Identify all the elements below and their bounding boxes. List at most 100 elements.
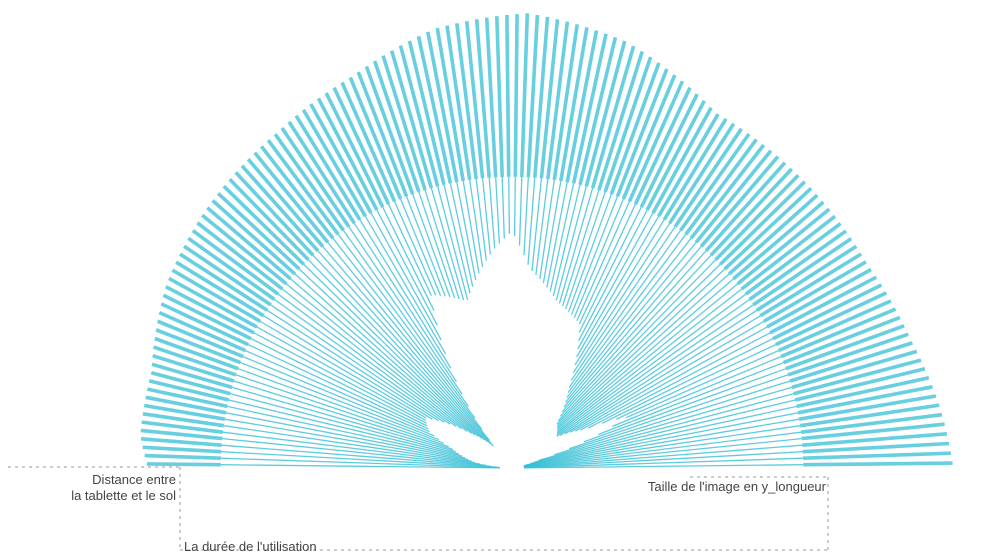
- bar-outer-7: [798, 394, 937, 421]
- label-duration: La durée de l'utilisation: [184, 539, 317, 554]
- bar-outer-22: [766, 267, 872, 329]
- bar-inner-45: [574, 219, 665, 366]
- bar-outer-62: [559, 26, 589, 182]
- bar-inner-34: [556, 263, 721, 425]
- bar-inner-75: [475, 178, 487, 261]
- bar-inner-101: [322, 246, 494, 447]
- bar-outer-3: [802, 432, 948, 447]
- bar-outer-51: [627, 80, 685, 203]
- bar-outer-16: [782, 315, 901, 365]
- bar-inner-11: [534, 393, 794, 463]
- bar-inner-128: [230, 393, 460, 455]
- bar-outer-52: [621, 74, 677, 200]
- bar-outer-78: [426, 31, 459, 183]
- bar-outer-97: [273, 133, 345, 232]
- bar-inner-43: [570, 226, 676, 381]
- bar-outer-112: [187, 236, 276, 301]
- bar-inner-90: [382, 206, 435, 311]
- bar-inner-19: [616, 344, 777, 420]
- bar-inner-66: [527, 177, 536, 265]
- bar-inner-61: [546, 181, 568, 288]
- bar-inner-50: [578, 203, 636, 325]
- bar-inner-16: [598, 361, 784, 436]
- bar-outer-60: [571, 33, 608, 184]
- bar-inner-27: [556, 298, 750, 437]
- bar-outer-129: [148, 379, 230, 402]
- bar-outer-2: [802, 441, 950, 454]
- bar-outer-58: [584, 40, 627, 187]
- bar-inner-92: [370, 212, 442, 341]
- bar-outer-21: [769, 275, 878, 335]
- bar-outer-96: [280, 126, 351, 228]
- bar-outer-122: [156, 319, 244, 359]
- bar-outer-56: [597, 50, 644, 191]
- bar-inner-58: [555, 186, 587, 301]
- bar-inner-93: [364, 216, 447, 355]
- bar-outer-135: [140, 428, 223, 441]
- bar-inner-13: [554, 380, 791, 456]
- bar-inner-112: [274, 298, 451, 425]
- bar-inner-6: [523, 425, 801, 467]
- bar-inner-51: [576, 201, 630, 322]
- bar-inner-121: [245, 350, 430, 433]
- bar-outer-33: [723, 186, 813, 271]
- bar-inner-22: [580, 326, 768, 431]
- bar-outer-90: [324, 92, 385, 208]
- bar-inner-71: [501, 176, 505, 239]
- bar-outer-128: [150, 371, 231, 396]
- bar-outer-75: [455, 23, 478, 180]
- bar-outer-132: [143, 403, 226, 421]
- bar-inner-117: [256, 326, 427, 421]
- bar-inner-107: [294, 273, 476, 436]
- bar-inner-77: [462, 180, 480, 274]
- bar-outer-12: [791, 349, 918, 390]
- bar-outer-10: [794, 367, 926, 402]
- bar-inner-65: [531, 178, 543, 272]
- bar-outer-30: [736, 207, 831, 286]
- bar-outer-109: [201, 213, 288, 286]
- bar-outer-26: [752, 237, 853, 307]
- bar-inner-72: [495, 177, 501, 244]
- bar-outer-84: [372, 60, 421, 193]
- bar-outer-114: [179, 252, 269, 312]
- bar-inner-81: [437, 186, 469, 301]
- bar-outer-123: [155, 328, 242, 365]
- bar-outer-35: [714, 173, 800, 262]
- labels: Distance entre la tablette et le sol Tai…: [71, 472, 826, 554]
- bar-outer-55: [603, 56, 653, 193]
- bar-inner-40: [566, 237, 692, 398]
- label-distance-line1: Distance entre: [92, 472, 176, 487]
- bar-inner-44: [572, 222, 671, 374]
- bar-inner-63: [539, 179, 555, 280]
- bar-outer-110: [196, 221, 284, 291]
- bar-outer-121: [158, 310, 247, 353]
- bar-outer-107: [211, 199, 297, 276]
- bar-outer-24: [759, 252, 863, 318]
- bar-outer-59: [578, 36, 618, 186]
- bar-inner-67: [523, 177, 529, 256]
- bar-outer-11: [793, 358, 922, 396]
- bar-inner-131: [225, 412, 469, 461]
- bar-outer-71: [495, 16, 504, 178]
- bar-outer-99: [259, 145, 335, 240]
- bar-inner-29: [556, 288, 743, 434]
- bar-outer-77: [435, 27, 465, 182]
- label-image-size: Taille de l'image en y_longueur: [648, 479, 827, 494]
- bar-inner-105: [303, 263, 482, 439]
- bar-inner-30: [556, 283, 739, 432]
- bar-outer-87: [348, 76, 403, 200]
- bar-outer-120: [160, 302, 249, 347]
- bar-outer-63: [552, 24, 579, 181]
- bar-inner-115: [263, 315, 433, 420]
- bar-outer-124: [154, 336, 239, 371]
- bar-inner-86: [405, 196, 446, 297]
- bar-outer-15: [785, 324, 905, 371]
- bar-inner-96: [348, 226, 463, 395]
- bar-outer-43: [673, 127, 743, 228]
- bar-inner-134: [222, 431, 481, 465]
- bar-outer-32: [727, 193, 819, 276]
- bar-inner-125: [235, 374, 450, 448]
- bar-outer-126: [152, 353, 235, 383]
- bar-outer-31: [732, 200, 825, 281]
- bar-inner-80: [443, 184, 471, 294]
